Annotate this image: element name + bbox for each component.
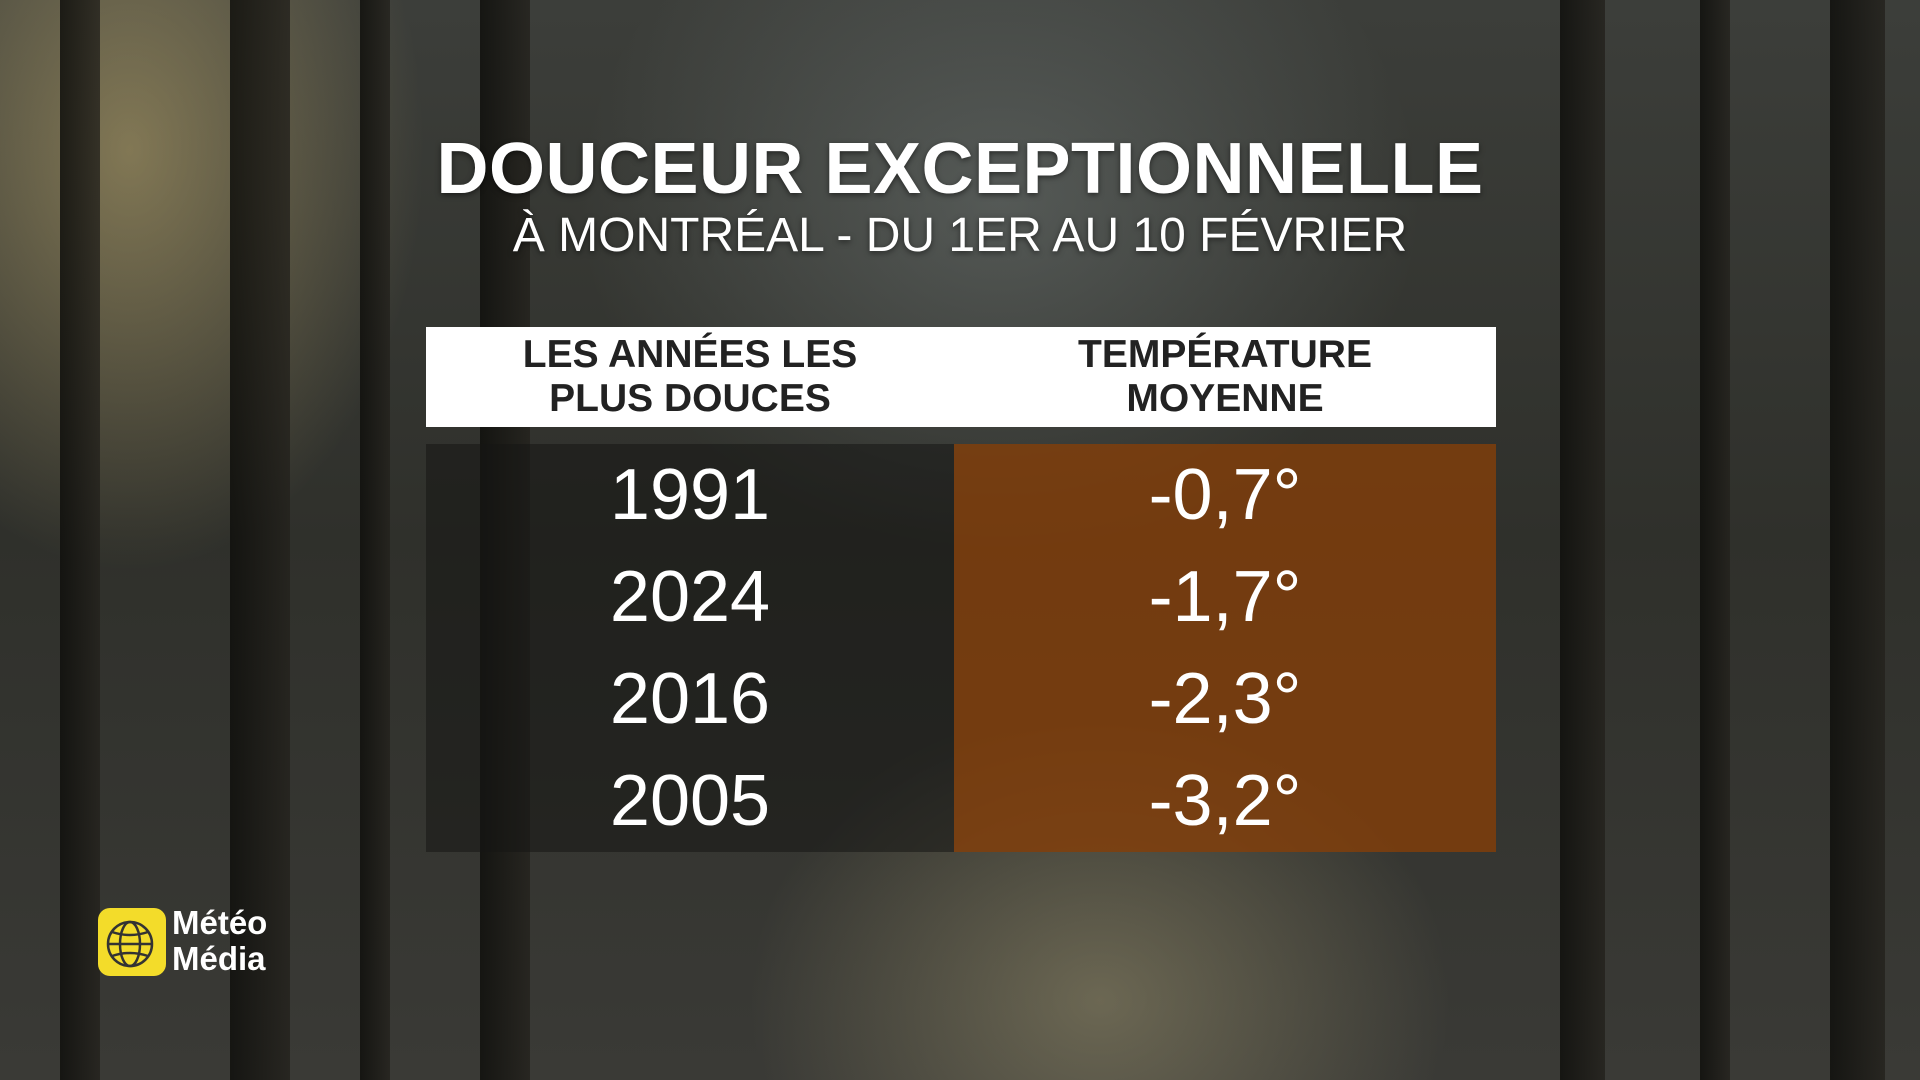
year-cell: 2005 (426, 750, 954, 852)
temperature-cell: -1,7° (954, 546, 1496, 648)
temperature-cell: -2,3° (954, 648, 1496, 750)
tree (360, 0, 390, 1080)
column-header: TEMPÉRATURE MOYENNE (954, 327, 1496, 427)
logo-globe (106, 920, 154, 968)
year-cell: 2016 (426, 648, 954, 750)
tree (1560, 0, 1605, 1080)
header-line: MOYENNE (1126, 377, 1324, 420)
temperature-cell: -3,2° (954, 750, 1496, 852)
logo-icon (98, 908, 166, 976)
tree (1830, 0, 1885, 1080)
tree (1700, 0, 1730, 1080)
title: DOUCEUR EXCEPTIONNELLE (436, 129, 1484, 209)
year-cell: 2024 (426, 546, 954, 648)
tree (230, 0, 290, 1080)
header-line: LES ANNÉES LES (522, 333, 858, 376)
header-line: TEMPÉRATURE (1078, 333, 1372, 376)
header-line: PLUS DOUCES (549, 377, 831, 420)
temperature-cell: -0,7° (954, 444, 1496, 546)
tree (60, 0, 100, 1080)
subtitle: À MONTRÉAL - DU 1ER AU 10 FÉVRIER (512, 209, 1408, 262)
logo-text: Météo (172, 904, 268, 941)
logo-text: Média (172, 940, 266, 977)
column-header: LES ANNÉES LES PLUS DOUCES (426, 327, 954, 427)
year-cell: 1991 (426, 444, 954, 546)
